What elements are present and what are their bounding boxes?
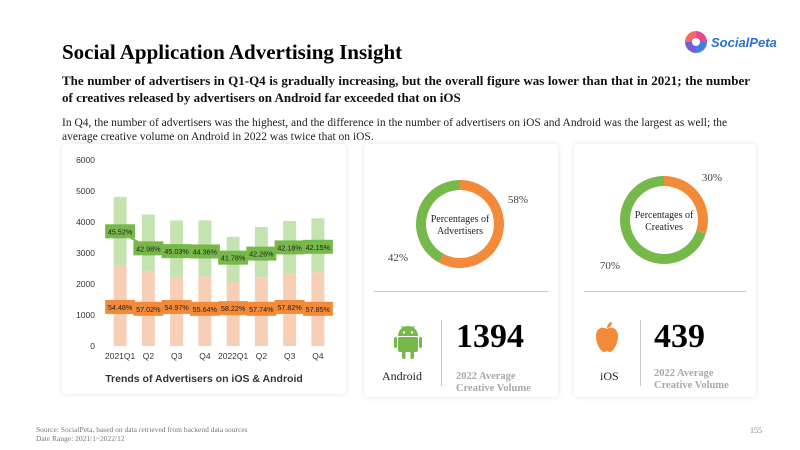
ios-caption-line1: 2022 Average — [654, 368, 714, 379]
divider — [584, 291, 746, 292]
android-share-label: 57.85% — [306, 305, 331, 314]
android-share-label: 57.02% — [136, 305, 161, 314]
android-icon — [394, 325, 422, 359]
y-tick-label: 2000 — [76, 279, 95, 289]
x-tick-label: Q2 — [143, 351, 155, 361]
source-note: Source: SocialPeta, based on data retrie… — [36, 425, 248, 443]
android-label-box — [274, 299, 305, 314]
android-share-label: 58.22% — [221, 304, 246, 313]
x-tick-label: Q4 — [199, 351, 211, 361]
y-tick-label: 6000 — [76, 155, 95, 165]
android-label: Android — [382, 369, 422, 383]
donut-slice — [438, 180, 504, 268]
android-creative-volume: 1394 — [456, 318, 524, 355]
date-range-line: Date Range: 2021/1~2022/12 — [36, 434, 125, 443]
ios-label-box — [274, 240, 305, 255]
ios-share-label: 41.78% — [221, 254, 246, 263]
x-tick-label: Q2 — [256, 351, 268, 361]
ios-share-label: 45.52% — [108, 227, 133, 236]
x-tick-label: Q4 — [312, 351, 324, 361]
ios-label-box — [246, 246, 277, 261]
y-tick-label: 3000 — [76, 248, 95, 258]
x-tick-label: Q3 — [171, 351, 183, 361]
android-label-box — [105, 299, 136, 314]
ios-label-box — [218, 250, 249, 265]
android-caption: 2022 Average Creative Volume — [456, 371, 546, 395]
android-label-box — [302, 301, 333, 316]
donut-title: Creatives — [645, 222, 683, 233]
ios-caption-line2: Creative Volume — [654, 380, 729, 391]
ios-label-box — [302, 239, 333, 254]
ios-label: iOS — [600, 369, 619, 383]
y-tick-label: 0 — [90, 341, 95, 351]
ios-label-box — [189, 244, 220, 259]
android-label-box — [246, 301, 277, 316]
donut-title: Percentages of — [635, 210, 694, 221]
x-tick-label: 2022Q1 — [218, 351, 249, 361]
donut-title: Advertisers — [437, 226, 483, 237]
ios-share-label: 42.98% — [136, 244, 161, 253]
donut-title: Percentages of — [431, 214, 490, 225]
logo-text: SocialPeta — [711, 34, 777, 50]
android-label-box — [218, 301, 249, 316]
y-tick-label: 4000 — [76, 217, 95, 227]
ios-share-label: 42.26% — [249, 250, 274, 259]
apple-icon — [596, 322, 618, 352]
android-share-label: 57.82% — [277, 303, 302, 312]
y-tick-label: 5000 — [76, 186, 95, 196]
android-share-label: 57.74% — [249, 305, 274, 314]
x-tick-label: Q3 — [284, 351, 296, 361]
android-caption-line2: Creative Volume — [456, 383, 531, 394]
ios-share-label: 44.36% — [193, 247, 218, 256]
ios-share-label: 42.18% — [277, 243, 302, 252]
donut-percent-label: 42% — [388, 252, 408, 264]
source-line: Source: SocialPeta, based on data retrie… — [36, 425, 248, 434]
subtext: In Q4, the number of advertisers was the… — [62, 117, 728, 143]
android-label-box — [133, 301, 164, 316]
page-title: Social Application Advertising Insight — [62, 40, 403, 64]
y-tick-label: 1000 — [76, 310, 95, 320]
ios-label-box — [105, 224, 136, 239]
android-share-label: 54.48% — [108, 303, 133, 312]
ios-label-box — [161, 244, 192, 259]
advertiser-trend-chart: 0 1000 2000 3000 4000 5000 6000 2021Q1 Q2 Q3 Q4 202… — [76, 155, 333, 385]
donut-slice — [664, 176, 708, 234]
ios-share-label: 45.03% — [164, 247, 189, 256]
advertiser-trend-card: 0 1000 2000 3000 4000 5000 6000 2021Q1 Q2 Q3 Q4 202… — [62, 144, 346, 394]
ios-share-label: 42.15% — [306, 243, 331, 252]
donut-percent-label: 30% — [702, 172, 722, 184]
divider — [640, 320, 641, 386]
advertiser-share-card: Percentages of Advertisers 58% 42% Android … — [364, 144, 558, 397]
ios-caption: 2022 Average Creative Volume — [654, 368, 744, 392]
page-number: 155 — [750, 426, 762, 435]
logo: SocialPeta — [684, 30, 794, 54]
divider — [441, 320, 442, 386]
divider — [374, 291, 548, 292]
ios-creative-volume: 439 — [654, 318, 705, 355]
android-label-box — [189, 301, 220, 316]
creative-share-card: Percentages of Creatives 30% 70% iOS 439 20… — [574, 144, 756, 397]
android-caption-line1: 2022 Average — [456, 371, 516, 382]
android-label-box — [161, 299, 192, 314]
socialpeta-logo-icon — [685, 31, 707, 53]
donut-slice — [416, 180, 460, 263]
x-tick-label: 2021Q1 — [105, 351, 136, 361]
chart-title: Trends of Advertisers on iOS & Android — [105, 373, 303, 385]
donut-percent-label: 70% — [600, 260, 620, 272]
ios-label-box — [133, 241, 164, 256]
android-share-label: 54.97% — [164, 303, 189, 312]
headline: The number of advertisers in Q1-Q4 is gr… — [62, 73, 750, 105]
donut-percent-label: 58% — [508, 194, 528, 206]
android-share-label: 55.64% — [193, 305, 218, 314]
